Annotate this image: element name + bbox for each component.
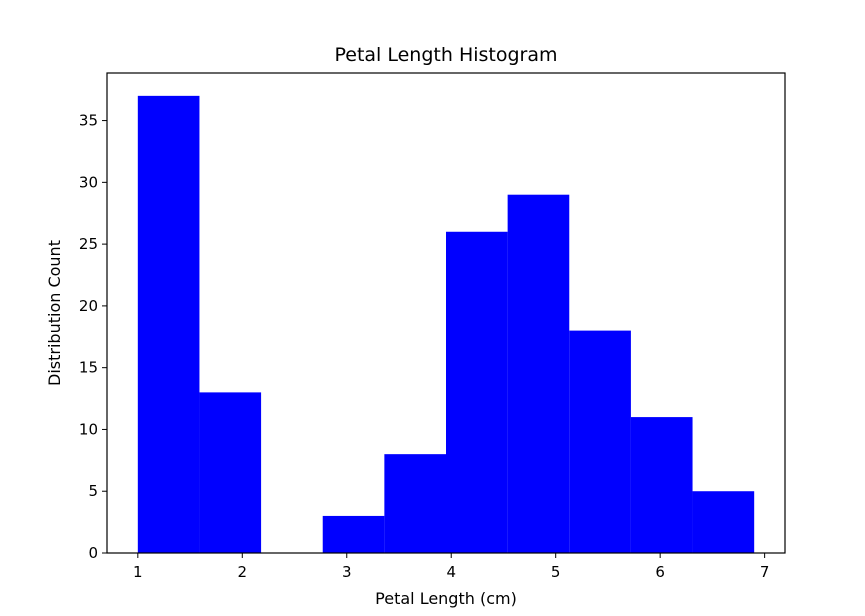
chart-title: Petal Length Histogram	[334, 44, 557, 66]
y-tick-label: 0	[88, 544, 98, 562]
plot-frame	[106, 72, 786, 554]
histogram-bar-6	[446, 231, 508, 554]
y-axis-label: Distribution Count	[45, 240, 64, 386]
x-tick-label: 2	[238, 563, 248, 581]
histogram-bar-10	[692, 491, 755, 553]
y-tick-label: 5	[88, 482, 98, 500]
histogram-bar-9	[630, 417, 693, 553]
x-tick-label: 7	[760, 563, 770, 581]
x-tick-label: 6	[655, 563, 665, 581]
y-tick-label: 10	[79, 420, 98, 438]
histogram-bar-2	[199, 392, 262, 553]
y-tick-label: 20	[79, 297, 98, 315]
x-tick-label: 4	[446, 563, 456, 581]
y-tick-label: 30	[79, 173, 98, 191]
x-tick-label: 3	[342, 563, 352, 581]
x-tick-label: 1	[133, 563, 143, 581]
x-axis-ticks: 1 2 3 4 5 6 7	[133, 553, 769, 581]
x-axis-label: Petal Length (cm)	[375, 589, 517, 608]
y-tick-label: 35	[79, 112, 98, 130]
histogram-bar-1	[137, 95, 200, 553]
y-tick-label: 25	[79, 235, 98, 253]
histogram-bar-4	[322, 515, 385, 553]
x-tick-label: 5	[551, 563, 561, 581]
histogram-bar-5	[384, 454, 446, 553]
y-axis-ticks: 0 5 10 15 20 25 30 35	[79, 112, 107, 562]
bars-layer	[137, 95, 755, 554]
y-tick-label: 15	[79, 359, 98, 377]
histogram-bar-7	[507, 194, 570, 553]
histogram-bar-8	[569, 330, 631, 553]
